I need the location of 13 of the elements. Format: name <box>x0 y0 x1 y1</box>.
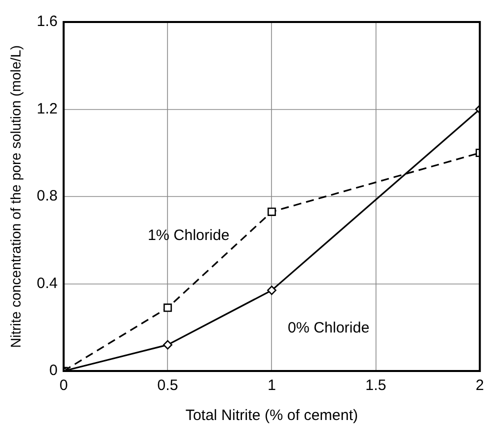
y-tick-label: 0 <box>49 362 58 380</box>
series-label: 1% Chloride <box>148 226 230 244</box>
y-tick-label: 1.6 <box>36 13 58 30</box>
y-tick-label: 0.8 <box>36 188 58 205</box>
y-tick-label: 0.4 <box>36 274 58 292</box>
series-label: 0% Chloride <box>288 319 370 336</box>
x-tick-label: 1.5 <box>365 377 386 394</box>
x-tick-label: 1 <box>268 377 276 394</box>
y-tick-label: 1.2 <box>36 100 58 118</box>
x-axis-title: Total Nitrite (% of cement) <box>185 407 358 424</box>
y-axis-title: Nitrite concentration of the pore solution (mole/L) <box>7 45 24 348</box>
x-tick-label: 0.5 <box>157 377 178 394</box>
x-tick-label: 2 <box>476 377 484 394</box>
